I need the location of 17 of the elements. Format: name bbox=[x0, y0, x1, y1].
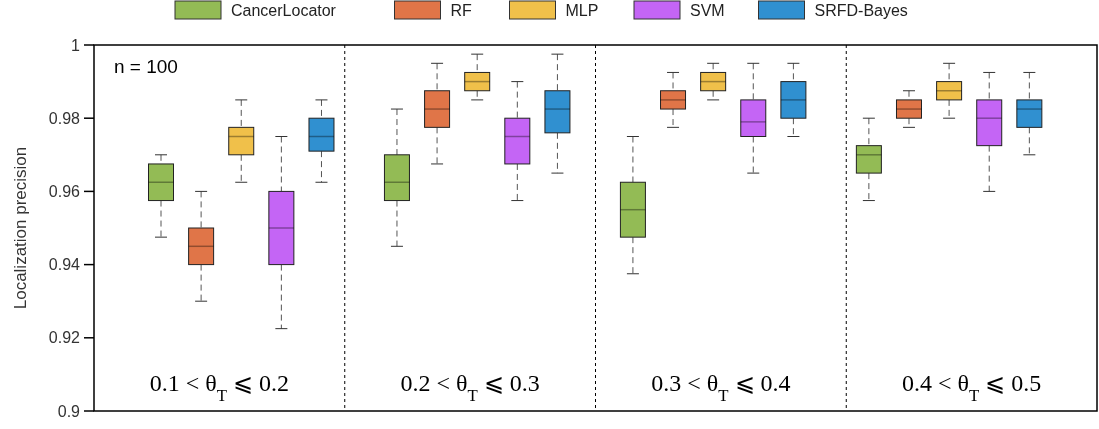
legend-label: RF bbox=[450, 1, 473, 19]
legend-label: MLP bbox=[565, 1, 599, 19]
x-tick-label: 0.2 < θ$_{T}$ ⩽ 0.3 bbox=[400, 370, 540, 405]
y-tick-label: 0.92 bbox=[48, 329, 81, 347]
legend-label: SRFD-Bayes bbox=[814, 1, 908, 19]
legend-label: CancerLocator bbox=[231, 1, 337, 19]
x-tick-label: 0.3 < θ$_{T}$ ⩽ 0.4 bbox=[651, 370, 791, 405]
y-tick-label: 0.9 bbox=[57, 402, 81, 420]
y-axis-title: Localization precision bbox=[11, 146, 30, 310]
x-tick-label: 0.1 < θ$_{T}$ ⩽ 0.2 bbox=[149, 370, 290, 405]
y-tick-label: 0.96 bbox=[48, 183, 81, 200]
legend-label: SVM bbox=[690, 1, 725, 19]
annotation: n = 100 bbox=[114, 56, 178, 77]
x-tick-label: 0.4 < θ$_{T}$ ⩽ 0.5 bbox=[901, 370, 1042, 405]
y-tick-label: 1 bbox=[71, 36, 81, 54]
y-tick-label: 0.98 bbox=[48, 109, 81, 127]
y-tick-label: 0.94 bbox=[48, 256, 81, 274]
